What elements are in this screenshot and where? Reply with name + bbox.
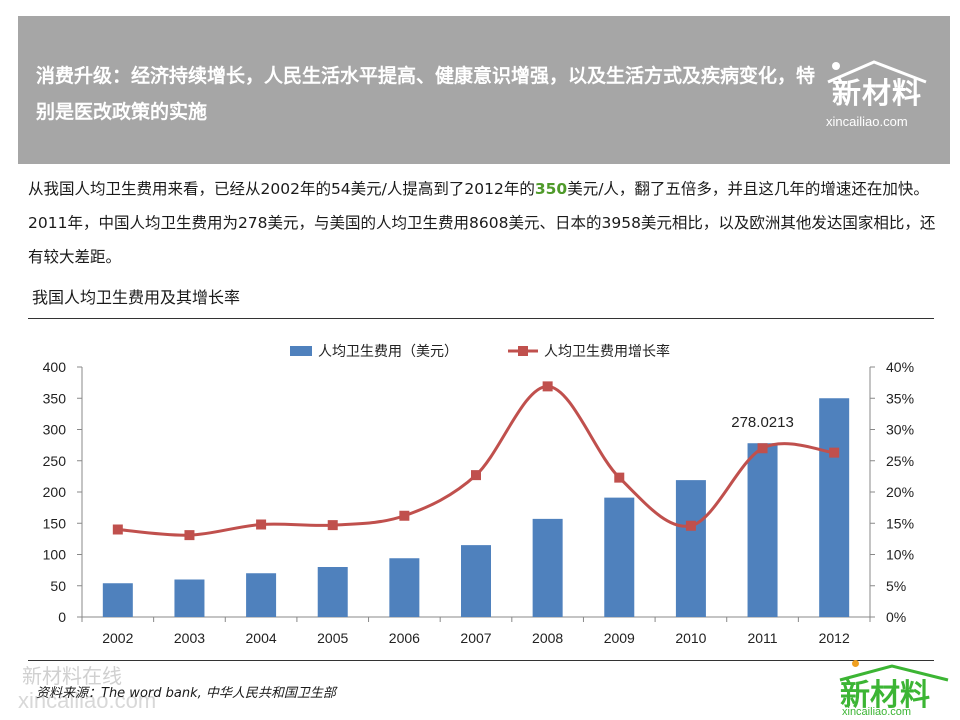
growth-rate-point-2006 [399, 510, 410, 521]
y-left-tick-label: 350 [43, 390, 67, 406]
y-left-tick-label: 150 [43, 515, 67, 531]
source-note: 资料来源：The word bank, 中华人民共和国卫生部 [36, 686, 336, 701]
legend-swatch-marker [518, 346, 528, 356]
bar-2012 [819, 398, 850, 617]
y-left-tick-label: 300 [43, 422, 67, 438]
bar-2006 [389, 558, 420, 617]
growth-rate-point-2007 [471, 470, 481, 481]
house-roof-icon [839, 664, 949, 682]
y-left-tick-label: 50 [50, 578, 66, 594]
bar-2002 [102, 583, 133, 617]
x-tick-label: 2008 [532, 630, 563, 646]
y-right-tick-label: 5% [886, 578, 906, 594]
y-right-tick-label: 0% [886, 609, 906, 625]
growth-rate-point-2011 [757, 443, 768, 454]
y-right-tick-label: 35% [886, 390, 914, 406]
x-tick-label: 2002 [102, 630, 133, 646]
bar-2010 [675, 480, 706, 617]
bar-2004 [246, 573, 277, 617]
bar-2009 [604, 497, 635, 617]
x-tick-label: 2007 [460, 630, 491, 646]
data-label-2011: 278.0213 [731, 414, 794, 431]
brand-logo: 新材料 xincailiao.com [822, 56, 942, 140]
growth-rate-point-2008 [542, 381, 553, 392]
growth-rate-point-2010 [685, 520, 696, 531]
top-rule [28, 318, 934, 319]
logo-text-en: xincailiao.com [826, 114, 908, 129]
y-right-tick-label: 10% [886, 547, 914, 563]
growth-rate-point-2005 [327, 520, 338, 531]
footer-logo: 新材料 xincailiao.com [836, 660, 956, 720]
x-tick-label: 2012 [819, 630, 850, 646]
intro-highlight: 350 [534, 180, 568, 198]
watermark-cn: 新材料在线 [22, 664, 122, 688]
bar-2003 [174, 579, 205, 617]
growth-rate-line [117, 384, 835, 537]
x-tick-label: 2011 [747, 630, 777, 646]
y-right-tick-label: 15% [886, 515, 914, 531]
growth-rate-point-2012 [829, 447, 840, 458]
x-tick-label: 2010 [675, 630, 706, 646]
watermark-en: xincailiao.com [18, 688, 157, 713]
bottom-rule [28, 660, 934, 661]
logo-text-cn: 新材料 [832, 76, 923, 110]
intro-part2: 美元/人，翻了五倍多，并且这几年的增速还在加快。2011年，中国人均卫生费用为2… [28, 180, 936, 266]
y-right-tick-label: 40% [886, 359, 914, 375]
x-tick-label: 2004 [246, 630, 277, 646]
house-roof-icon [827, 60, 927, 84]
y-left-tick-label: 0 [58, 609, 66, 625]
y-right-tick-label: 30% [886, 422, 914, 438]
y-left-tick-label: 100 [43, 547, 67, 563]
bar-2007 [461, 545, 491, 617]
intro-part1: 从我国人均卫生费用来看，已经从2002年的54美元/人提高到了2012年的 [28, 180, 535, 198]
growth-rate-point-2002 [112, 524, 123, 535]
bar-2008 [532, 518, 563, 617]
chart-title: 我国人均卫生费用及其增长率 [32, 288, 241, 307]
y-left-tick-label: 400 [43, 359, 67, 375]
header-text: 消费升级：经济持续增长，人民生活水平提高、健康意识增强，以及生活方式及疾病变化，… [36, 65, 816, 123]
legend-label-bar: 人均卫生费用（美元） [318, 344, 458, 360]
y-right-tick-label: 25% [886, 453, 914, 469]
growth-rate-point-2004 [256, 519, 267, 530]
y-left-tick-label: 250 [43, 453, 67, 469]
growth-rate-point-2003 [184, 530, 195, 541]
footer-logo-cn: 新材料 [840, 678, 930, 713]
header-banner: 消费升级：经济持续增长，人民生活水平提高、健康意识增强，以及生活方式及疾病变化，… [18, 16, 950, 164]
x-tick-label: 2005 [317, 630, 348, 646]
y-right-tick-label: 20% [886, 484, 914, 500]
logo-dot-icon [852, 660, 859, 667]
footer-logo-en: xincailiao.com [842, 706, 912, 718]
y-left-tick-label: 200 [43, 484, 67, 500]
bar-2011 [747, 443, 778, 617]
growth-rate-point-2009 [614, 472, 625, 483]
x-tick-label: 2006 [389, 630, 420, 646]
legend-swatch-bar [290, 346, 312, 356]
x-tick-label: 2003 [174, 630, 205, 646]
x-tick-label: 2009 [604, 630, 635, 646]
bar-2005 [317, 567, 348, 617]
legend-label-line: 人均卫生费用增长率 [544, 343, 670, 360]
intro-paragraph: 从我国人均卫生费用来看，已经从2002年的54美元/人提高到了2012年的350… [28, 172, 940, 274]
